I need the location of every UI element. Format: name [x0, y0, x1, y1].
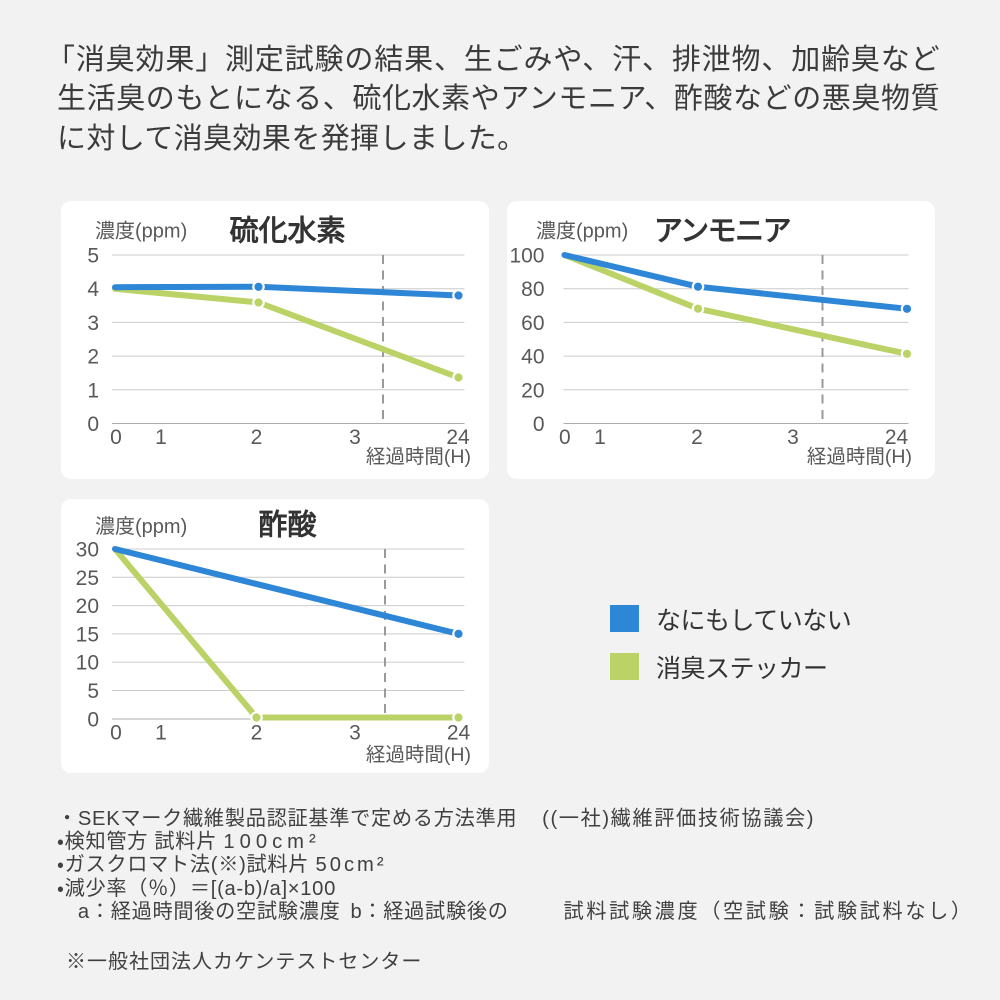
svg-text:24: 24 [447, 722, 471, 745]
svg-text:2: 2 [87, 346, 99, 369]
svg-text:濃度(ppm): 濃度(ppm) [95, 515, 187, 538]
svg-text:0: 0 [533, 413, 545, 436]
svg-text:経過時間(H): 経過時間(H) [366, 744, 471, 766]
svg-text:30: 30 [76, 539, 99, 562]
svg-text:24: 24 [885, 426, 909, 449]
svg-text:100: 100 [509, 245, 544, 268]
svg-text:1: 1 [155, 426, 167, 449]
svg-text:アンモニア: アンモニア [654, 216, 791, 248]
svg-text:0: 0 [559, 426, 571, 449]
svg-text:25: 25 [76, 567, 99, 590]
svg-text:3: 3 [349, 426, 361, 449]
svg-text:0: 0 [110, 426, 122, 449]
svg-text:5: 5 [87, 245, 99, 268]
svg-text:1: 1 [594, 426, 606, 449]
svg-text:2: 2 [691, 426, 703, 449]
svg-text:硫化水素: 硫化水素 [229, 215, 345, 248]
svg-text:60: 60 [521, 312, 544, 335]
svg-text:経過時間(H): 経過時間(H) [366, 446, 471, 468]
svg-text:濃度(ppm): 濃度(ppm) [95, 220, 187, 243]
svg-text:3: 3 [787, 426, 799, 449]
svg-text:3: 3 [349, 722, 361, 745]
svg-text:0: 0 [87, 708, 99, 731]
svg-text:5: 5 [87, 680, 99, 703]
svg-text:2: 2 [251, 722, 263, 745]
svg-text:酢酸: 酢酸 [258, 509, 317, 542]
svg-text:24: 24 [446, 426, 470, 449]
svg-text:80: 80 [521, 278, 544, 301]
svg-text:1: 1 [155, 722, 167, 745]
svg-text:40: 40 [521, 346, 544, 369]
svg-text:10: 10 [76, 652, 99, 675]
svg-text:15: 15 [76, 623, 99, 646]
svg-text:濃度(ppm): 濃度(ppm) [536, 220, 628, 243]
svg-text:3: 3 [87, 312, 99, 335]
svg-text:1: 1 [87, 379, 99, 402]
svg-text:2: 2 [251, 426, 263, 449]
svg-text:0: 0 [110, 722, 122, 745]
svg-text:20: 20 [521, 379, 544, 402]
svg-text:20: 20 [76, 595, 99, 618]
svg-text:4: 4 [87, 278, 99, 301]
svg-text:経過時間(H): 経過時間(H) [807, 446, 912, 468]
svg-text:0: 0 [87, 413, 99, 436]
